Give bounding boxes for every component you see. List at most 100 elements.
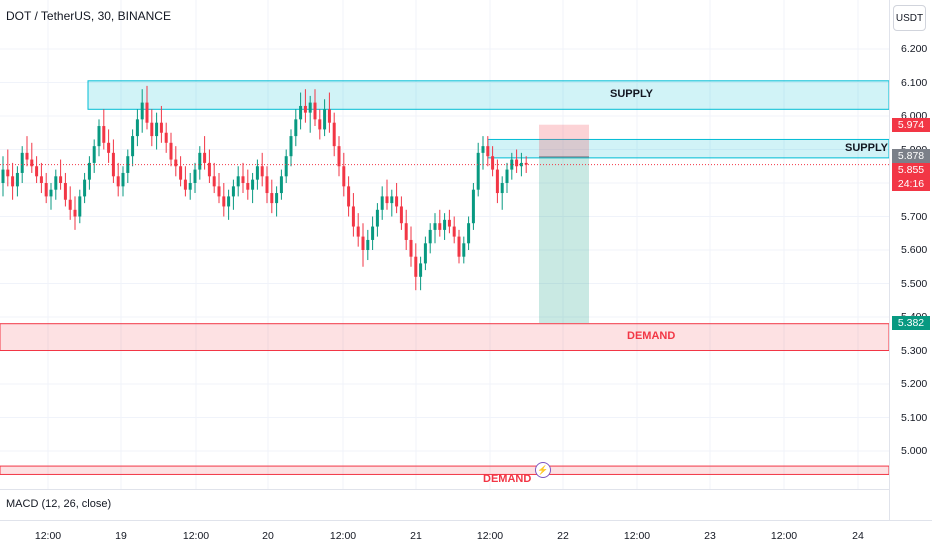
- supply-zone-label: SUPPLY: [610, 88, 654, 101]
- candle-body: [327, 109, 331, 123]
- candle-body: [68, 199, 72, 210]
- candle-body: [59, 176, 63, 183]
- candle-body: [126, 156, 130, 173]
- candle-body: [188, 183, 192, 190]
- candle-body: [183, 179, 187, 190]
- candle-body: [515, 159, 519, 167]
- candle-body: [159, 122, 163, 133]
- candle-body: [375, 209, 379, 227]
- candle-body: [231, 186, 235, 197]
- candle-body: [39, 176, 43, 183]
- candle-body: [236, 176, 240, 187]
- candle-body: [491, 156, 495, 170]
- price-tick-label: 5.200: [901, 378, 928, 390]
- candle-body: [380, 196, 384, 210]
- candle-body: [500, 183, 504, 194]
- price-tick-label: 5.100: [901, 411, 928, 424]
- supply-zone-label-2: SUPPLY: [845, 141, 889, 154]
- bar-countdown-tag: 24:16: [892, 176, 930, 191]
- candle-body: [519, 162, 523, 167]
- entry-price-tag: 5.878: [892, 148, 930, 163]
- price-tick-label: 5.600: [901, 244, 928, 256]
- candle-body: [284, 156, 288, 177]
- candle-body: [203, 152, 207, 163]
- candle-body: [78, 196, 82, 217]
- target-price-tag: 5.974: [892, 117, 930, 132]
- stop-price-tag: 5.382: [892, 316, 930, 331]
- candle-body: [423, 243, 427, 264]
- candle-body: [457, 236, 461, 257]
- currency-button[interactable]: USDT: [893, 5, 926, 31]
- candle-body: [438, 223, 442, 230]
- candle-body: [49, 189, 53, 197]
- candle-body: [443, 219, 447, 230]
- candle-body: [35, 166, 39, 177]
- candle-body: [332, 122, 336, 147]
- symbol-title[interactable]: DOT / TetherUS, 30, BINANCE: [6, 9, 171, 23]
- candle-body: [452, 226, 456, 237]
- candle-body: [471, 189, 475, 224]
- candle-body: [495, 169, 499, 194]
- candle-body: [510, 159, 514, 170]
- candle-body: [366, 239, 370, 250]
- time-tick-label: 22: [557, 530, 569, 542]
- candle-body: [486, 146, 490, 157]
- price-tick-label: 5.500: [901, 277, 928, 290]
- candle-body: [212, 176, 216, 187]
- candle-body: [404, 223, 408, 240]
- candle-body: [15, 172, 19, 187]
- time-tick-label: 23: [704, 530, 716, 542]
- price-chart-canvas[interactable]: [0, 0, 889, 489]
- candle-body: [121, 172, 125, 187]
- candle-body: [428, 229, 432, 244]
- candle-body: [265, 176, 269, 194]
- demand-zone-upper[interactable]: [0, 323, 889, 352]
- candle-body: [97, 126, 101, 147]
- time-tick-label: 12:00: [34, 530, 62, 542]
- lightning-icon[interactable]: ⚡: [535, 462, 551, 478]
- candle-body: [524, 162, 528, 165]
- macd-label[interactable]: MACD (12, 26, close): [6, 498, 112, 510]
- candle-body: [193, 169, 197, 183]
- candles-layer: [1, 85, 528, 291]
- macd-pane[interactable]: MACD (12, 26, close): [0, 489, 889, 521]
- price-tick-label: 6.200: [901, 43, 928, 55]
- price-tick-label: 5.000: [901, 445, 928, 457]
- time-tick-label: 12:00: [770, 530, 798, 542]
- position-reward-area: [539, 156, 589, 324]
- candle-body: [414, 256, 418, 277]
- candle-body: [73, 209, 77, 217]
- candle-body: [63, 183, 67, 200]
- candle-body: [390, 196, 394, 204]
- candle-body: [337, 146, 341, 167]
- candle-body: [351, 206, 355, 227]
- candle-body: [20, 152, 24, 173]
- candle-body: [467, 223, 471, 244]
- supply-zone-upper[interactable]: [87, 80, 889, 110]
- zones-layer: [0, 80, 889, 475]
- price-tick-label: 5.300: [901, 344, 928, 357]
- price-axis[interactable]: 6.2006.1006.0005.9005.8005.7005.6005.500…: [889, 0, 932, 520]
- time-tick-label: 24: [852, 530, 864, 542]
- candle-body: [462, 243, 466, 257]
- candle-body: [207, 162, 211, 177]
- candle-body: [255, 166, 259, 180]
- demand-zone-lower[interactable]: [0, 465, 889, 475]
- demand-zone-label-2: DEMAND: [483, 473, 532, 486]
- time-tick-label: 12:00: [182, 530, 210, 542]
- candle-body: [395, 196, 399, 207]
- candle-body: [102, 126, 106, 143]
- candle-body: [25, 152, 29, 160]
- candle-body: [145, 102, 149, 123]
- candle-body: [275, 193, 279, 204]
- candle-body: [111, 152, 115, 177]
- time-tick-label: 12:00: [623, 530, 651, 542]
- candle-body: [87, 162, 91, 180]
- candle-body: [260, 166, 264, 177]
- candle-body: [505, 169, 509, 183]
- candle-body: [164, 132, 168, 143]
- candle-body: [308, 102, 312, 113]
- time-axis[interactable]: 12:00 19 12:00 20 12:00 21 12:00 22 12:00 23 12:00…: [0, 520, 932, 551]
- candle-body: [399, 206, 403, 224]
